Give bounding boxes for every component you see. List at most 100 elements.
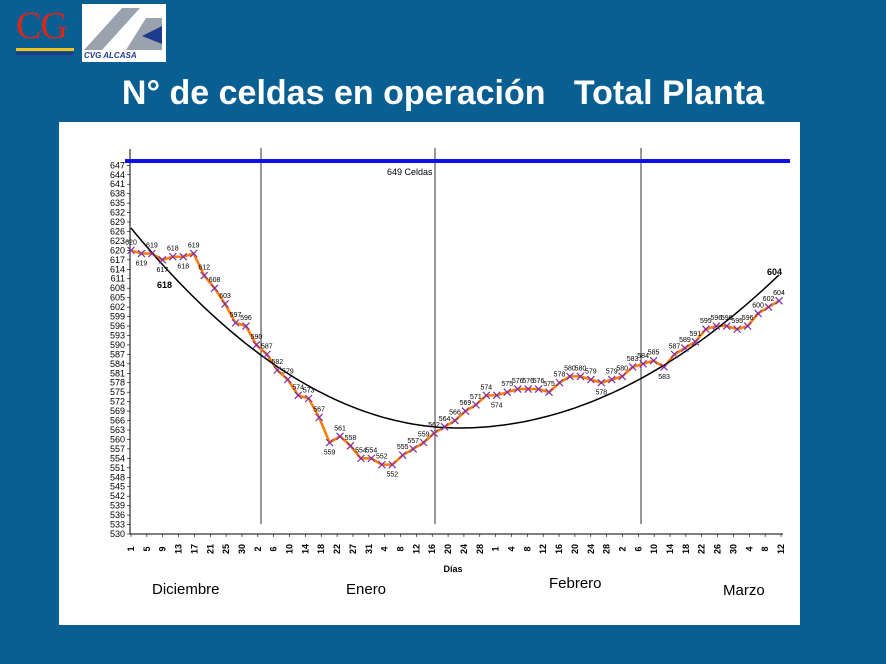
y-tick-label: 635 [110, 198, 125, 208]
trend-line [130, 227, 780, 429]
data-label: 576 [533, 378, 545, 385]
data-label: 596 [710, 315, 722, 322]
series-point [179, 252, 188, 261]
x-tick-label: 18 [681, 544, 691, 554]
x-tick-label: 31 [364, 544, 374, 554]
y-tick-label: 599 [110, 312, 125, 322]
x-tick-label: 14 [300, 544, 310, 554]
y-tick-label: 626 [110, 226, 125, 236]
data-label: 618 [167, 246, 179, 253]
x-tick-label: 30 [728, 544, 738, 554]
series-point [451, 416, 459, 425]
alcasa-logo: CVG ALCASA [82, 4, 166, 62]
data-label: 554 [366, 447, 378, 454]
series-point [189, 249, 198, 258]
x-tick-label: 12 [538, 544, 548, 554]
x-tick-label: 10 [285, 544, 295, 554]
y-tick-label: 632 [110, 208, 125, 218]
series-point [388, 460, 397, 469]
data-label: 600 [752, 302, 764, 309]
data-label: 579 [585, 369, 597, 376]
data-label: 590 [251, 334, 263, 341]
series-point [503, 388, 512, 397]
x-tick-label: 16 [427, 544, 437, 554]
data-label: 574 [292, 384, 304, 391]
series-point [262, 350, 271, 359]
series-point [127, 246, 135, 255]
month-label: Diciembre [152, 581, 220, 598]
data-label: 580 [575, 365, 587, 372]
x-tick-label: 16 [554, 544, 564, 554]
y-tick-label: 530 [110, 529, 125, 539]
series-point [691, 337, 700, 346]
data-label: 559 [418, 432, 430, 439]
x-tick-label: 8 [760, 546, 770, 551]
x-tick-label: 2 [253, 546, 263, 551]
data-label: 591 [690, 331, 702, 338]
alcasa-logo-text: CVG ALCASA [84, 51, 137, 60]
series-point [576, 372, 585, 381]
series-point [743, 322, 752, 330]
x-tick-label: 4 [744, 546, 754, 551]
y-tick-label: 611 [111, 274, 125, 284]
x-tick-label: 14 [665, 544, 675, 554]
series-point [430, 429, 439, 438]
x-tick-label: 20 [443, 544, 453, 554]
series-point [597, 378, 606, 387]
data-label: 597 [230, 312, 242, 319]
data-label: 554 [355, 447, 367, 454]
series-point [492, 391, 501, 400]
y-tick-label: 536 [110, 510, 125, 520]
series-point [670, 350, 679, 359]
series-point [775, 296, 783, 305]
y-tick-label: 629 [110, 217, 125, 227]
series-point [168, 252, 177, 261]
x-tick-label: 22 [332, 544, 342, 554]
series-point [210, 284, 219, 293]
cg-logo-bar-yellow [16, 48, 74, 51]
data-label: 617 [157, 267, 169, 274]
series-point [461, 407, 470, 416]
data-label: 567 [313, 406, 325, 413]
y-tick-label: 569 [110, 406, 125, 416]
data-label: 555 [397, 444, 409, 451]
series-point [733, 325, 742, 334]
data-label: 575 [543, 381, 555, 388]
data-label: 620 [125, 239, 137, 246]
y-tick-label: 533 [110, 520, 125, 530]
data-label: 596 [721, 315, 733, 322]
x-tick-label: 1 [491, 546, 501, 551]
chart-panel: 530 533 536 539 542 545 548 551 554 557 560 563 566 5… [59, 122, 800, 625]
series-point [701, 325, 710, 334]
data-label: 604 [773, 290, 785, 297]
data-label: 580 [564, 365, 576, 372]
series-point [628, 363, 637, 371]
series-point [681, 344, 689, 353]
data-label: 579 [606, 369, 618, 376]
x-tick-label: 2 [617, 546, 627, 551]
series-point [586, 375, 595, 384]
data-label: 578 [554, 372, 566, 379]
x-tick-label: 18 [316, 544, 326, 554]
data-label: 596 [240, 315, 252, 322]
line-chart: 5305335365395425455485515545575605635665… [110, 148, 790, 599]
series-point [534, 385, 543, 393]
series-point [649, 356, 658, 365]
y-tick-label: 608 [110, 283, 125, 293]
y-tick-label: 548 [110, 472, 125, 482]
x-tick-label: 17 [189, 544, 199, 554]
series-point [513, 385, 522, 393]
y-tick-label: 545 [110, 482, 125, 492]
series-point [440, 422, 449, 431]
x-tick-label: 6 [633, 546, 643, 551]
x-tick-label: 8 [522, 546, 532, 551]
x-tick-label: 24 [459, 544, 469, 554]
y-tick-label: 584 [110, 359, 125, 369]
y-tick-label: 542 [110, 491, 125, 501]
y-tick-label: 641 [110, 179, 125, 189]
series-point [231, 318, 240, 327]
y-tick-label: 551 [110, 463, 125, 473]
series-point [346, 441, 355, 450]
series-point [555, 378, 564, 387]
y-tick-label: 620 [110, 245, 125, 255]
